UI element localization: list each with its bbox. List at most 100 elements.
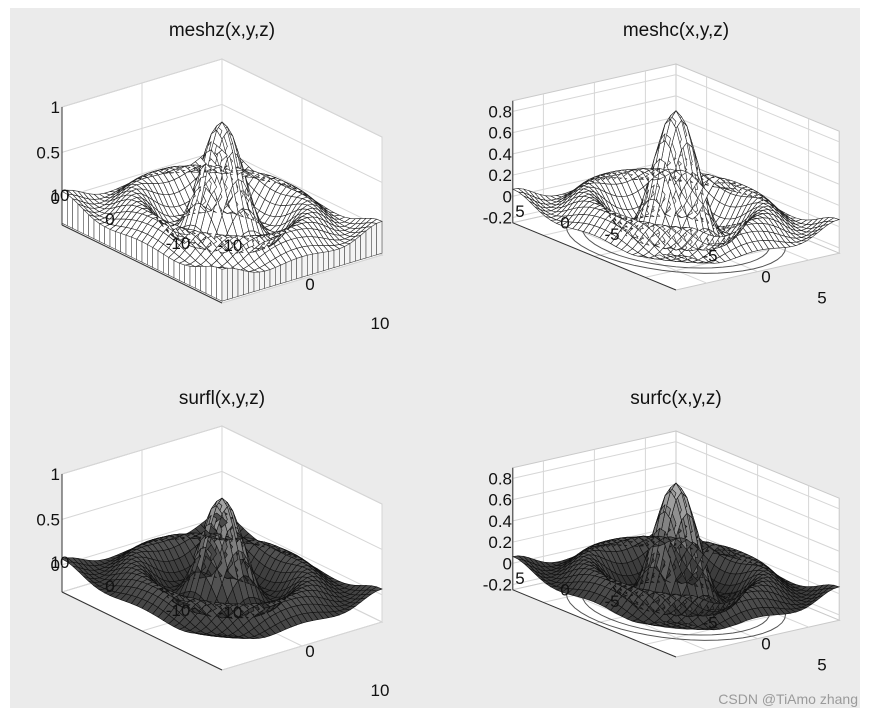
curtain-strip	[227, 267, 233, 300]
curtain-strip	[328, 250, 335, 270]
curtain-strip	[77, 203, 84, 235]
curtain-strip	[120, 232, 127, 255]
curtain-strip	[355, 234, 361, 262]
curtain-strip	[264, 269, 271, 289]
curtain-strip	[115, 231, 121, 253]
curtain-strip	[200, 265, 207, 294]
curtain-strip	[205, 265, 212, 297]
subplot-title: surfc(x,y,z)	[630, 388, 721, 409]
x-tick-label: 0	[305, 642, 314, 661]
curtain-strip	[344, 242, 351, 265]
x-tick-label: 0	[761, 634, 770, 653]
y-tick-label: 10	[51, 553, 70, 572]
curtain-strip	[317, 252, 324, 273]
y-tick-label: -10	[166, 234, 191, 253]
subplot-title: meshz(x,y,z)	[169, 20, 275, 41]
x-tick-label: -5	[702, 246, 717, 265]
curtain-strip	[104, 226, 111, 248]
y-tick-label: -10	[166, 601, 191, 620]
curtain-strip	[323, 251, 329, 272]
curtain-strip	[333, 248, 340, 268]
curtain-strip	[376, 220, 383, 256]
curtain-strip	[312, 252, 319, 275]
curtain-strip	[109, 228, 116, 250]
y-tick-label: 0	[105, 577, 114, 596]
y-tick-label: 0	[105, 210, 114, 229]
z-tick-label: 0.5	[36, 143, 60, 162]
z-tick-label: 0.4	[488, 145, 512, 164]
x-tick-label: 0	[305, 275, 314, 294]
z-tick-label: 0.2	[488, 166, 512, 185]
watermark: CSDN @TiAmo zhang	[718, 691, 858, 707]
subplot-title: meshc(x,y,z)	[623, 20, 729, 41]
z-tick-label: 0.2	[488, 533, 512, 552]
curtain-strip	[99, 222, 105, 245]
y-tick-label: -5	[604, 225, 619, 244]
x-tick-label: 5	[817, 655, 826, 674]
curtain-strip	[237, 268, 244, 297]
curtain-strip	[269, 267, 276, 288]
curtain-strip	[285, 260, 292, 283]
y-tick-label: 10	[51, 186, 70, 205]
x-tick-label: 10	[371, 314, 390, 333]
curtain-strip	[349, 239, 356, 264]
curtain-strip	[307, 253, 313, 276]
z-tick-label: 0	[503, 554, 512, 573]
curtain-strip	[72, 198, 79, 232]
curtain-strip	[275, 264, 281, 286]
x-axis	[61, 224, 223, 304]
curtain-strip	[296, 256, 303, 280]
z-tick-label: 1	[51, 98, 60, 117]
curtain-strip	[232, 267, 239, 299]
curtain-strip	[147, 243, 153, 268]
z-tick-label: 0.8	[488, 469, 512, 488]
y-tick-label: 5	[515, 569, 524, 588]
z-tick-label: 1	[51, 465, 60, 484]
z-tick-label: 0.4	[488, 512, 512, 531]
curtain-strip	[141, 241, 148, 266]
curtain-strip	[371, 222, 377, 257]
curtain-strip	[184, 264, 191, 287]
subplot-meshc: meshc(x,y,z)-0.200.20.40.60.850-5-505	[483, 20, 841, 307]
y-tick-label: 0	[560, 580, 569, 599]
x-tick-label: -5	[702, 613, 717, 632]
curtain-strip	[280, 262, 287, 284]
y-tick-label: 0	[560, 213, 569, 232]
curtain-strip	[189, 265, 196, 289]
curtain-strip	[152, 246, 159, 271]
x-tick-label: -10	[218, 236, 243, 255]
subplot-surfc: surfc(x,y,z)-0.200.20.40.60.850-5-505	[483, 388, 841, 674]
z-tick-label: -0.2	[483, 575, 512, 594]
z-tick-label: 0	[51, 189, 60, 208]
curtain-strip	[259, 270, 265, 291]
z-tick-label: 0.6	[488, 491, 512, 510]
x-tick-label: 0	[761, 267, 770, 286]
curtain-strip	[248, 271, 255, 294]
z-gridline	[512, 95, 840, 164]
y-tick-label: -5	[604, 592, 619, 611]
curtain-strip	[365, 226, 372, 259]
curtain-strip	[360, 230, 367, 260]
z-tick-label: 0.6	[488, 124, 512, 143]
curtain-strip	[301, 254, 308, 278]
curtain-strip	[253, 271, 260, 292]
curtain-strip	[136, 238, 143, 263]
x-tick-label: 10	[371, 681, 390, 700]
curtain-strip	[173, 260, 180, 281]
curtain-strip	[168, 256, 175, 279]
z-tick-label: 0.5	[36, 510, 60, 529]
z-tick-label: -0.2	[483, 208, 512, 227]
curtain-strip	[243, 270, 249, 296]
x-tick-label: -10	[218, 603, 243, 622]
z-gridline	[512, 74, 840, 143]
z-tick-label: 0.8	[488, 102, 512, 121]
curtain-strip	[125, 234, 132, 258]
curtain-strip	[291, 258, 297, 281]
curtain-strip	[131, 236, 137, 261]
curtain-strip	[339, 246, 345, 267]
subplot-title: surfl(x,y,z)	[179, 388, 265, 409]
